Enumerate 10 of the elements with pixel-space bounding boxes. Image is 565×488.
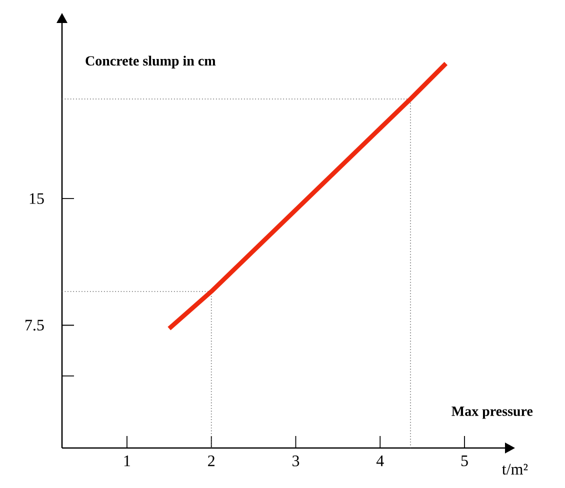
y-tick-label: 7.5 bbox=[26, 320, 44, 331]
y-tick-label: 15 bbox=[30, 193, 44, 204]
x-tick-label: 3 bbox=[292, 456, 300, 466]
y-axis-title: Concrete slump in cm bbox=[86, 56, 216, 68]
x-tick-label: 4 bbox=[376, 456, 384, 466]
x-axis-title: Max pressure bbox=[452, 406, 533, 419]
x-tick-label: 1 bbox=[124, 456, 130, 466]
text: t/m² bbox=[502, 464, 528, 475]
x-tick-label: 5 bbox=[461, 456, 468, 466]
x-tick-label: 2 bbox=[208, 456, 214, 466]
